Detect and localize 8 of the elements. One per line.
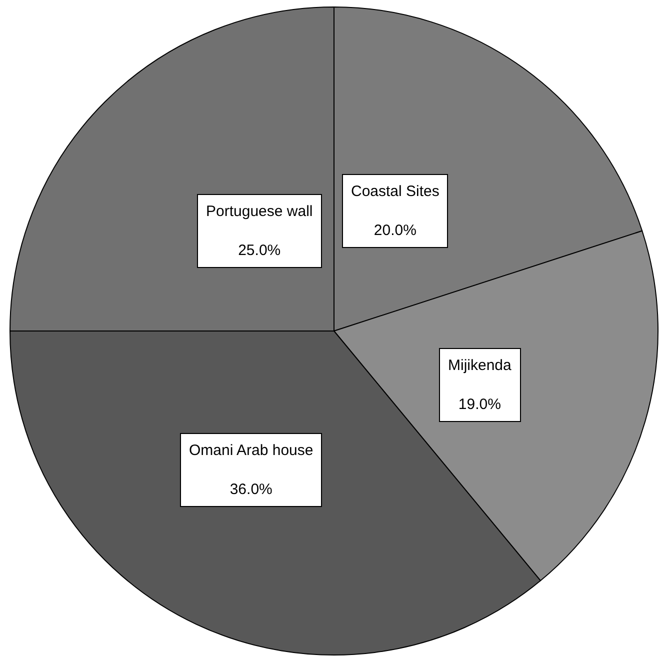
slice-label: Portuguese wall: [206, 203, 313, 220]
data-label: 36.0%: [230, 481, 272, 498]
data-label: 25.0%: [238, 242, 281, 259]
slice-label: Coastal Sites: [351, 183, 440, 200]
slice-label: Omani Arab house: [189, 442, 314, 459]
data-label: 20.0%: [374, 222, 416, 239]
data-label: 19.0%: [458, 396, 501, 413]
slice-label: Mijikenda: [448, 357, 512, 374]
